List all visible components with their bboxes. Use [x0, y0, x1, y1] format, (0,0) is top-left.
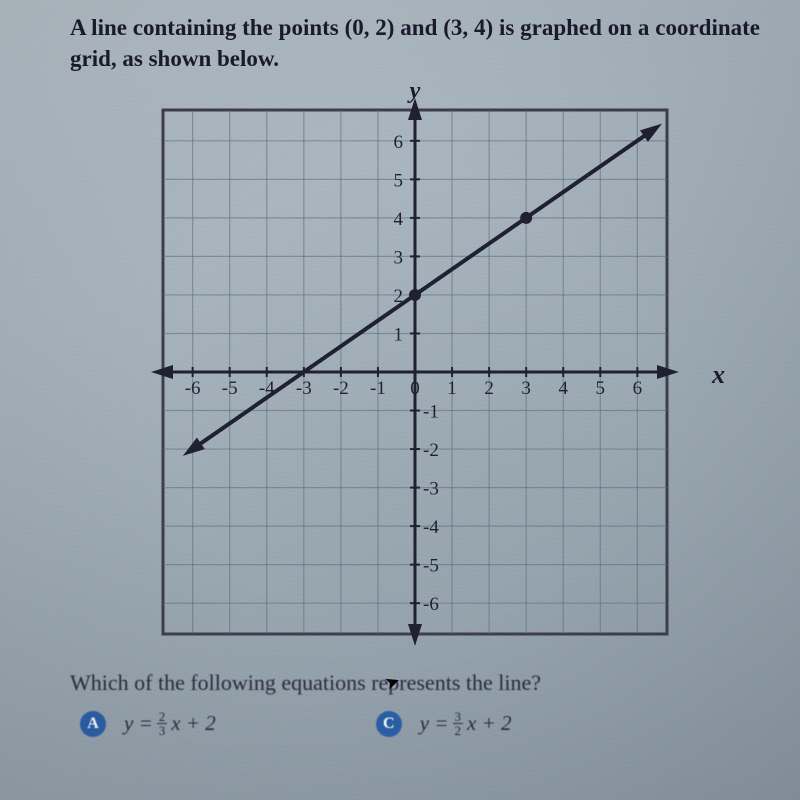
svg-text:1: 1: [447, 378, 457, 399]
svg-text:0: 0: [410, 378, 420, 399]
equation-c: y = 3 2 x + 2: [420, 710, 512, 737]
eq-c-prefix: y =: [420, 711, 449, 736]
coordinate-graph: y x -6-5-4-3-2-10123456123456-1-2-3-4-5-…: [135, 82, 695, 662]
svg-text:6: 6: [633, 378, 643, 399]
graph-svg: -6-5-4-3-2-10123456123456-1-2-3-4-5-6: [135, 82, 695, 662]
svg-text:-1: -1: [370, 378, 386, 399]
answer-choice-c[interactable]: C y = 3 2 x + 2: [376, 710, 512, 737]
follow-up-question: Which of the following equations represe…: [70, 670, 760, 696]
x-axis-label: x: [712, 360, 725, 390]
svg-text:-5: -5: [423, 556, 439, 577]
svg-text:-2: -2: [333, 378, 349, 399]
svg-text:5: 5: [596, 378, 606, 399]
answer-row: A y = 2 3 x + 2 C y = 3 2 x + 2: [70, 710, 760, 737]
svg-text:-6: -6: [423, 594, 439, 615]
svg-text:-4: -4: [423, 517, 439, 538]
svg-text:5: 5: [394, 170, 404, 191]
eq-a-prefix: y =: [124, 711, 153, 736]
svg-text:-3: -3: [296, 378, 312, 399]
badge-c: C: [376, 711, 402, 737]
eq-c-suffix: x + 2: [467, 711, 512, 736]
svg-text:-6: -6: [185, 378, 201, 399]
svg-text:-3: -3: [423, 479, 439, 500]
svg-text:4: 4: [394, 209, 404, 230]
svg-text:3: 3: [521, 378, 531, 399]
svg-text:2: 2: [484, 378, 494, 399]
badge-a: A: [80, 711, 106, 737]
svg-text:-5: -5: [222, 378, 238, 399]
svg-text:6: 6: [394, 132, 404, 153]
svg-text:-2: -2: [423, 440, 439, 461]
svg-text:3: 3: [394, 248, 404, 269]
eq-c-fraction: 3 2: [453, 710, 464, 737]
answer-choice-a[interactable]: A y = 2 3 x + 2: [80, 710, 216, 737]
question-line-1: A line containing the points (0, 2) and …: [70, 15, 649, 40]
svg-text:4: 4: [558, 378, 568, 399]
svg-text:-1: -1: [423, 402, 439, 423]
eq-a-num: 2: [157, 710, 168, 724]
eq-a-fraction: 2 3: [157, 710, 168, 737]
eq-a-suffix: x + 2: [171, 711, 216, 736]
eq-c-den: 2: [453, 724, 464, 737]
svg-text:1: 1: [394, 325, 404, 346]
equation-a: y = 2 3 x + 2: [124, 710, 216, 737]
eq-a-den: 3: [157, 724, 168, 737]
eq-c-num: 3: [453, 710, 464, 724]
question-text: A line containing the points (0, 2) and …: [70, 12, 760, 74]
